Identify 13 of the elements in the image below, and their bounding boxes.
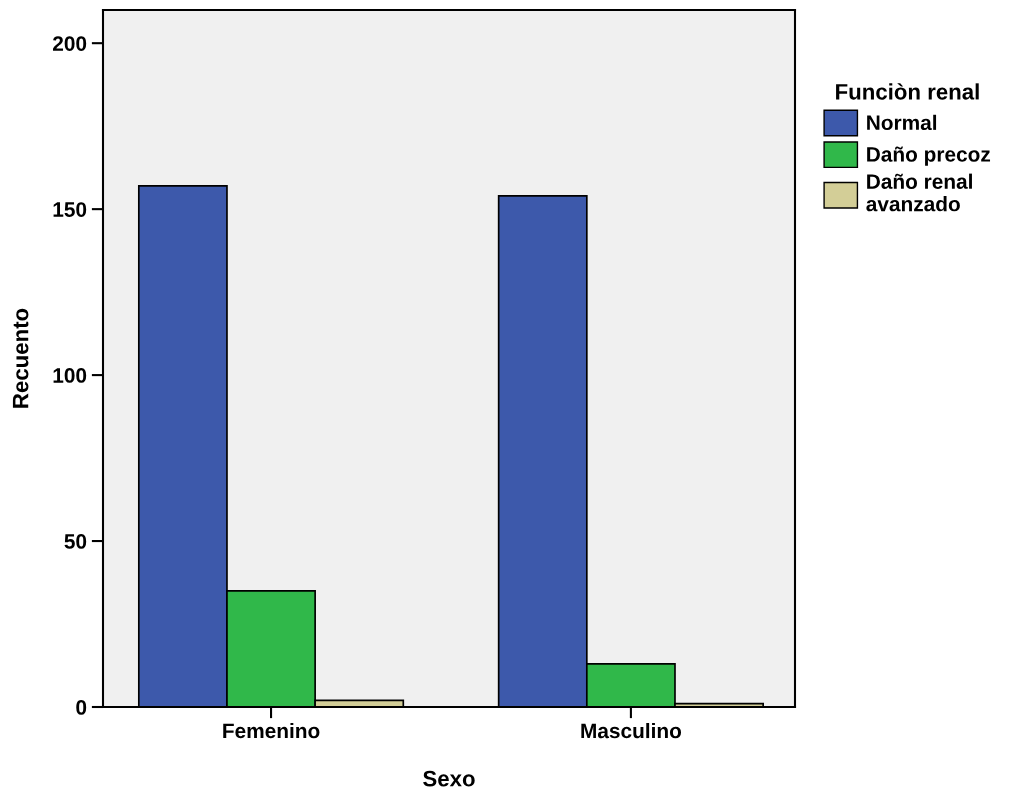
y-tick-label: 150 xyxy=(53,202,87,217)
y-tick-label: 200 xyxy=(52,36,87,51)
y-tick-label: 50 xyxy=(64,534,87,549)
legend-title: Funciòn renal xyxy=(836,83,979,100)
x-tick-label: Femenino xyxy=(223,722,320,739)
y-tick-label: 100 xyxy=(53,368,87,383)
y-tick-label: 0 xyxy=(76,700,87,715)
y-axis-title: Recuento xyxy=(12,308,29,408)
x-tick-label: Masculino xyxy=(581,722,682,739)
x-axis-title: Sexo xyxy=(423,770,475,787)
legend-label: Daño precoz xyxy=(867,146,991,166)
legend-label: Normal xyxy=(867,114,937,131)
legend-label: Daño renal avanzado xyxy=(866,173,972,212)
